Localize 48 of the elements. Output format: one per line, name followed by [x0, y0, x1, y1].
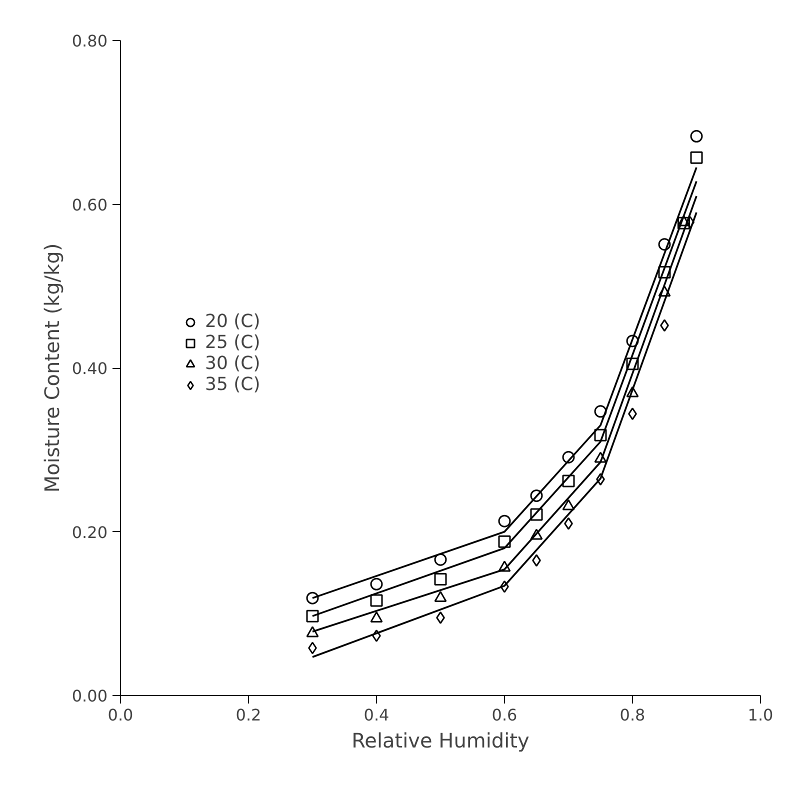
point [498, 535, 511, 548]
legend-label: 20 (C) [205, 311, 260, 332]
y-tick-label: 0.40 [72, 359, 108, 378]
point [658, 266, 671, 278]
y-axis-title: Moisture Content (kg/kg) [40, 243, 64, 493]
point [370, 578, 383, 590]
legend-label: 30 (C) [205, 353, 260, 374]
point [626, 358, 639, 370]
y-tick-label: 0.80 [72, 32, 108, 50]
x-tick-label: 0.4 [364, 706, 390, 724]
point [594, 428, 607, 442]
point [434, 572, 447, 586]
point [562, 451, 575, 464]
point [370, 611, 383, 622]
point [690, 130, 703, 143]
x-tick-label: 0.8 [620, 706, 646, 724]
point [626, 334, 639, 348]
y-tick-label: 0.60 [72, 195, 108, 214]
x-tick-label: 0.0 [108, 706, 134, 724]
legend-label: 35 (C) [205, 374, 260, 395]
point [434, 553, 447, 566]
point [562, 499, 575, 510]
point [658, 238, 671, 251]
x-tick-label: 0.6 [492, 706, 518, 724]
point [370, 594, 383, 607]
y-tick-label: 0.00 [72, 686, 108, 706]
point [498, 560, 511, 572]
point [306, 626, 319, 638]
x-tick-label: 0.2 [236, 706, 262, 724]
point [530, 508, 543, 521]
y-tick-label: 0.20 [72, 522, 108, 542]
point [690, 151, 703, 164]
point [677, 216, 690, 230]
x-axis-title: Relative Humidity [352, 728, 530, 752]
point [530, 489, 543, 502]
point [562, 474, 575, 488]
point [306, 610, 319, 622]
point [626, 386, 639, 398]
point [658, 286, 671, 297]
point [594, 405, 607, 418]
point [530, 528, 543, 540]
point [434, 590, 447, 602]
point [498, 514, 511, 528]
point [306, 592, 319, 604]
point [677, 215, 690, 226]
point [594, 452, 607, 463]
x-tick-label: 1.0 [748, 706, 774, 724]
legend-label: 25 (C) [205, 332, 260, 353]
